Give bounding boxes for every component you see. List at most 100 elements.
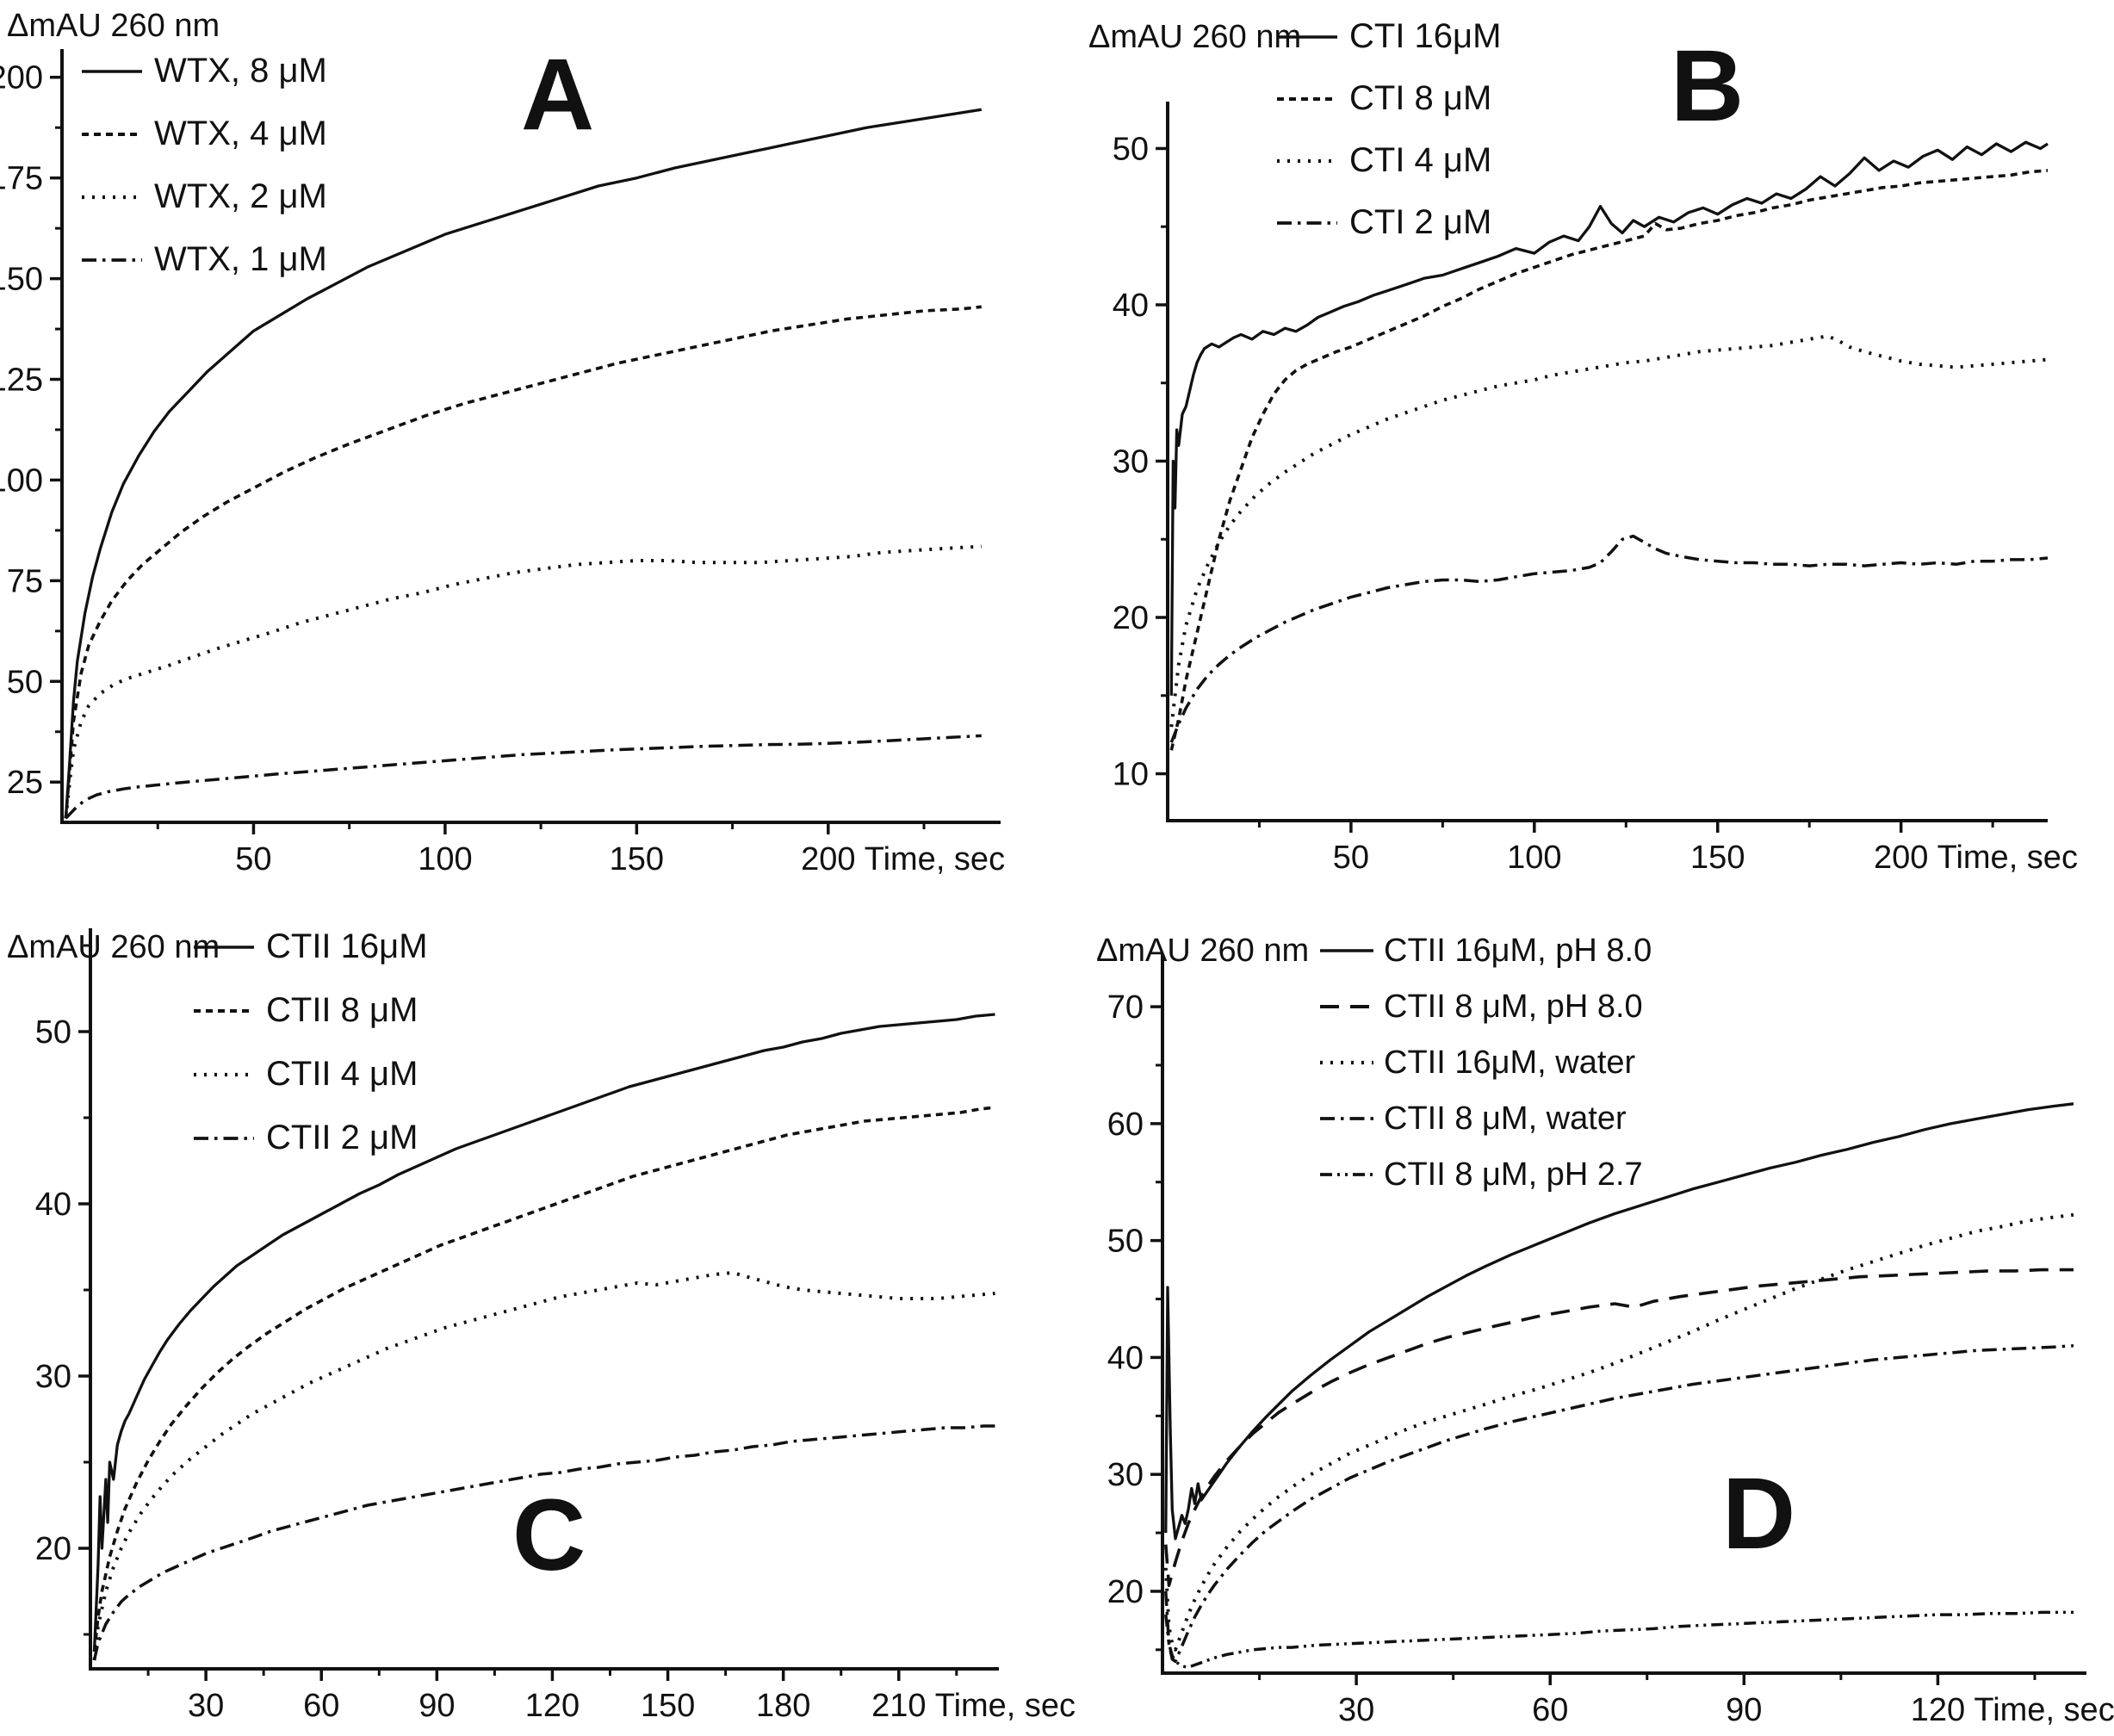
x-tick-label: 60	[303, 1688, 339, 1724]
panel-a: 25 50 75 100 125 150 175 200 50 100 150 200 ΔmAU 260…	[0, 0, 1057, 877]
y-tick-label: 40	[35, 1187, 71, 1223]
series-curve-dashdot	[1169, 534, 2049, 743]
series-curve-dashdot	[92, 1424, 995, 1661]
x-tick-label: 50	[235, 841, 271, 877]
series-curve-dash	[1169, 169, 2049, 751]
axes	[60, 49, 1001, 824]
chart-canvas-c: 20 30 40 50 30 60 90 120 150 180 210 ΔmAU 260 nm Tim…	[7, 927, 1076, 1724]
x-tick-label: 120	[1911, 1692, 1965, 1728]
x-tick-label: 200	[1874, 840, 1928, 876]
x-tick-label: 60	[1532, 1692, 1568, 1728]
series-curve-dash	[92, 1106, 995, 1652]
axes	[89, 928, 999, 1671]
x-tick-label: 100	[1507, 840, 1561, 876]
legend-label: CTI 2 μM	[1349, 203, 1491, 241]
legend-label: CTII 8 μM	[266, 991, 418, 1029]
x-tick-label: 180	[756, 1688, 810, 1724]
x-axis-title: Time, sec	[1974, 1692, 2114, 1728]
x-axis-title: Time, sec	[865, 841, 1005, 877]
x-tick-label: 90	[1726, 1692, 1762, 1728]
series-curve-dot	[1169, 334, 2049, 728]
x-tick-label: 200	[801, 841, 855, 877]
series-curve-dashdot	[1164, 1344, 2074, 1664]
x-tick-label: 30	[188, 1688, 224, 1724]
x-tick-label: 150	[610, 841, 664, 877]
series-curve-dash	[64, 305, 982, 819]
x-tick-label: 30	[1338, 1692, 1374, 1728]
legend-label: WTX, 8 μM	[154, 52, 327, 90]
y-axis-title: ΔmAU 260 nm	[7, 929, 220, 965]
series-curve-solid	[1164, 1102, 2074, 1541]
y-tick-label: 10	[1113, 757, 1149, 793]
y-tick-label: 20	[35, 1531, 71, 1567]
y-tick-label: 30	[1113, 444, 1149, 480]
panel-letter: D	[1722, 1457, 1795, 1571]
axes	[1166, 102, 2048, 822]
legend-label: CTII 16μM, water	[1384, 1045, 1636, 1081]
x-axis-title: Time, sec	[1937, 840, 2078, 876]
series-curve-longdash	[1164, 1268, 2074, 1587]
legend-label: WTX, 1 μM	[154, 240, 327, 278]
y-tick-label: 50	[1113, 131, 1149, 167]
legend-label: CTI 8 μM	[1349, 79, 1491, 117]
panel-letter: B	[1671, 29, 1744, 143]
y-tick-label: 25	[7, 765, 43, 801]
legend-label: CTII 8 μM, pH 8.0	[1384, 989, 1643, 1025]
series-curve-dashdot	[65, 734, 982, 820]
y-tick-label: 100	[0, 462, 43, 499]
series-curve-solid	[92, 1013, 995, 1652]
y-axis-title: ΔmAU 260 nm	[1096, 933, 1309, 969]
legend-label: WTX, 4 μM	[154, 115, 327, 152]
x-tick-label: 150	[1690, 840, 1745, 876]
x-tick-label: 90	[418, 1688, 455, 1724]
legend-label: WTX, 2 μM	[154, 177, 327, 215]
y-tick-label: 40	[1113, 288, 1149, 324]
y-tick-label: 30	[35, 1359, 71, 1395]
x-tick-label: 50	[1333, 840, 1369, 876]
y-tick-label: 175	[0, 161, 43, 197]
chart-canvas-a: 25 50 75 100 125 150 175 200 50 100 150 200 ΔmAU 260…	[0, 8, 1005, 877]
legend-label: CTII 8 μM, water	[1384, 1100, 1627, 1137]
x-axis-title: Time, sec	[935, 1688, 1076, 1724]
x-tick-label: 100	[418, 841, 472, 877]
y-tick-label: 30	[1107, 1457, 1144, 1493]
panel-d: 20 30 40 50 60 70 30 60 90 120 ΔmAU 260 nm Time, se…	[1057, 868, 2114, 1736]
series-curve-solid	[1169, 140, 2049, 696]
series-curve-dot	[92, 1271, 995, 1661]
legend-label: CTII 4 μM	[266, 1055, 418, 1093]
y-axis-title: ΔmAU 260 nm	[7, 8, 220, 44]
y-tick-label: 60	[1107, 1107, 1144, 1143]
legend-label: CTI 16μM	[1349, 17, 1501, 55]
panel-letter: A	[521, 38, 594, 152]
y-tick-label: 40	[1107, 1340, 1144, 1376]
y-tick-label: 50	[7, 664, 43, 700]
y-tick-label: 75	[7, 563, 43, 599]
legend-label: CTI 4 μM	[1349, 141, 1491, 179]
series-curve-dot	[1163, 1212, 2074, 1652]
legend-label: CTII 16μM, pH 8.0	[1384, 933, 1652, 969]
y-tick-label: 50	[35, 1014, 71, 1051]
x-tick-label: 120	[525, 1688, 580, 1724]
series-curve-dashdotdot	[1164, 1610, 2074, 1669]
panel-c: 20 30 40 50 30 60 90 120 150 180 210 ΔmAU 260 nm Tim…	[0, 868, 1076, 1736]
y-tick-label: 50	[1107, 1224, 1144, 1260]
legend-label: CTII 8 μM, pH 2.7	[1384, 1156, 1643, 1193]
chart-canvas-d: 20 30 40 50 60 70 30 60 90 120 ΔmAU 260 nm Time, se…	[1096, 933, 2114, 1728]
y-tick-label: 20	[1107, 1574, 1144, 1610]
y-tick-label: 150	[0, 262, 43, 298]
y-tick-label: 70	[1107, 989, 1144, 1026]
legend-label: CTII 16μM	[266, 927, 428, 965]
y-tick-label: 125	[0, 363, 43, 399]
chart-canvas-b: 10 20 30 40 50 50 100 150 200 ΔmAU 260 nm Time, se…	[1088, 17, 2078, 876]
panel-letter: C	[512, 1479, 586, 1592]
axes	[1161, 954, 2086, 1675]
legend-label: CTII 2 μM	[266, 1119, 418, 1156]
x-tick-label: 150	[641, 1688, 695, 1724]
series-curve-dot	[64, 544, 982, 819]
series-curve-solid	[64, 108, 983, 819]
panel-b: 10 20 30 40 50 50 100 150 200 ΔmAU 260 nm Time, se…	[1057, 0, 2114, 876]
y-tick-label: 200	[0, 60, 43, 96]
y-tick-label: 20	[1113, 600, 1149, 636]
x-tick-label: 210	[871, 1688, 926, 1724]
